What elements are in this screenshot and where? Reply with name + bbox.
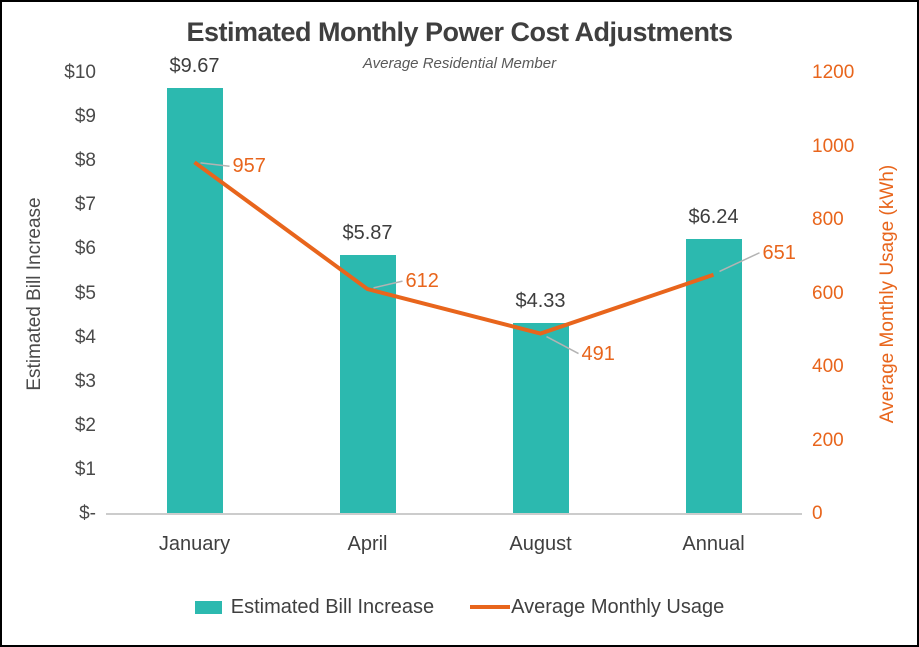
right-axis-tick-label: 800 [812,209,844,230]
x-axis-line [106,513,802,515]
callout-leader-line [719,252,760,273]
left-axis-tick-label: $1 [74,458,96,480]
chart-title: Estimated Monthly Power Cost Adjustments [186,17,733,47]
left-axis-tick-label: $9 [74,106,96,128]
right-axis-tick-label: 1000 [812,135,855,157]
category-label-annual: Annual [682,533,745,555]
usage-value-label: 491 [581,342,615,365]
callout-leader-line [200,162,230,168]
callout-leader-line [373,280,403,289]
usage-value-label: 651 [762,241,796,264]
category-label-january: January [158,533,231,555]
chart-subtitle: Average Residential Member [362,55,557,72]
left-axis-tick-label: $3 [74,370,96,392]
usage-value-label: 957 [232,155,266,178]
bar-value-label: $4.33 [515,290,566,313]
bar-value-label: $9.67 [169,54,220,77]
left-axis-tick-label: $10 [64,62,96,83]
bar-series-swatch-icon [194,600,222,614]
bar-january [166,87,223,514]
bar-annual [685,238,742,514]
category-label-april: April [347,533,388,555]
left-axis-tick-label: $7 [74,194,96,216]
right-axis-tick-label: 0 [812,503,823,524]
bar-april [339,255,396,514]
legend-item-monthly-usage: Average Monthly Usage [470,596,724,619]
left-axis-tick-label: $5 [74,282,96,304]
left-axis-tick-label: $2 [74,414,96,436]
callout-leader-line [546,335,579,355]
category-label-august: August [509,533,572,555]
bar-value-label: $5.87 [342,222,393,245]
left-axis-tick-label: $6 [74,238,96,260]
legend-item-bill-increase: Estimated Bill Increase [194,595,435,619]
left-axis-tick-label: $8 [74,150,96,172]
bar-value-label: $6.24 [688,205,739,228]
legend-label-bill-increase: Estimated Bill Increase [230,595,435,618]
usage-line [193,160,715,336]
right-axis-tick-label: 600 [812,282,844,304]
right-axis-tick-label: 400 [812,356,844,377]
right-axis-tick-label: 200 [812,429,844,451]
right-axis-tick-label: 1200 [812,62,855,83]
left-axis-tick-label: $4 [74,326,96,348]
line-series-swatch-icon [470,605,511,609]
legend-label-monthly-usage: Average Monthly Usage [511,595,725,618]
legend: Estimated Bill Increase Average Monthly … [2,594,917,620]
left-axis-tick-label: $- [79,503,96,524]
usage-value-label: 612 [405,270,439,293]
bar-august [512,323,569,514]
